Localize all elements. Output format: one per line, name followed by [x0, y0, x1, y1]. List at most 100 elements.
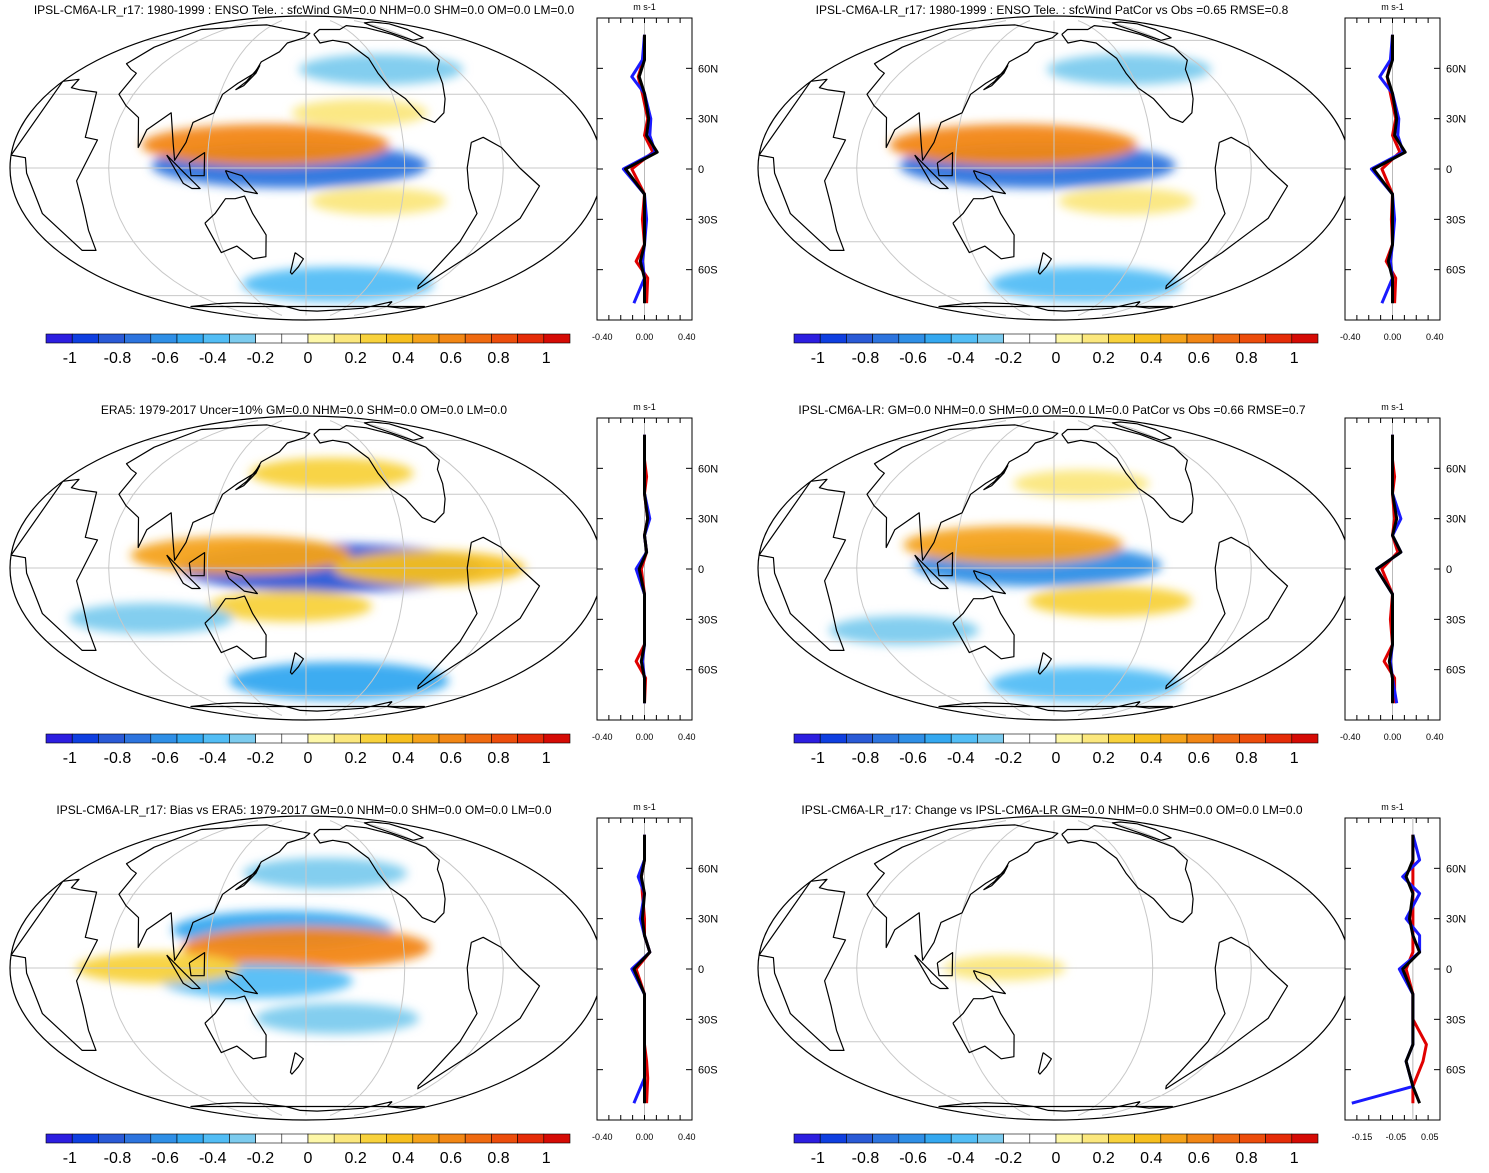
lat-tick-label: 30S [1446, 1014, 1466, 1026]
longitude-line [206, 820, 283, 1116]
panel-title: IPSL-CM6A-LR_r17: 1980-1999 : ENSO Tele.… [816, 3, 1289, 17]
colorbar-box [1160, 1133, 1188, 1144]
anomaly-patch [310, 187, 447, 215]
profile-series-black [1375, 434, 1403, 704]
coastline [972, 970, 1006, 995]
colorbar-label: 0.4 [392, 750, 414, 767]
colorbar-label: -0.2 [247, 350, 275, 367]
colorbar-box [176, 1133, 204, 1144]
colorbar-box [202, 333, 230, 344]
colorbar-label: 0 [1052, 350, 1061, 367]
colorbar-box [98, 1133, 125, 1144]
anomaly-patch [241, 266, 434, 302]
coastline [866, 24, 1059, 161]
profile-tick-label: 0.40 [678, 332, 696, 342]
colorbar-box [924, 733, 952, 744]
colorbar-box [98, 333, 125, 344]
panel-change: m s-1 60N 30N 0 30S 60S -0.15 -0.05 0.05 -1 -0.8 -0… [757, 802, 1466, 1167]
colorbar-box [1055, 1133, 1083, 1144]
colorbar-box [71, 1133, 99, 1144]
colorbar-box [1134, 733, 1162, 744]
colorbar-box [1003, 1133, 1031, 1144]
colorbar-label: 0.6 [440, 750, 462, 767]
colorbar-box [124, 733, 152, 744]
anomaly-patch [249, 457, 414, 489]
profile-units: m s-1 [633, 402, 656, 412]
coastline [10, 478, 99, 651]
colorbar-box [1134, 333, 1162, 344]
anomaly-patch [1013, 469, 1150, 498]
colorbar-label: -0.6 [899, 350, 927, 367]
colorbar-label: 0 [1052, 1150, 1061, 1167]
profile-tick-label: 0.00 [636, 732, 654, 742]
colorbar-box [846, 733, 873, 744]
colorbar-box [386, 1133, 414, 1144]
colorbar-box [360, 1133, 387, 1144]
coastline [417, 936, 541, 1090]
colorbar-box [229, 733, 256, 744]
profile-tick-label: -0.40 [1340, 332, 1361, 342]
colorbar-box [1239, 1133, 1266, 1144]
colorbar-label: -0.2 [995, 1150, 1023, 1167]
colorbar-box [98, 733, 125, 744]
panel-title: IPSL-CM6A-LR_r17: 1980-1999 : ENSO Tele.… [34, 3, 575, 17]
panel-title: IPSL-CM6A-LR_r17: Bias vs ERA5: 1979-201… [56, 803, 552, 817]
colorbar-box [977, 733, 1004, 744]
lat-tick-label: 30N [698, 514, 718, 526]
colorbar-box [438, 333, 466, 344]
coastline [10, 878, 99, 1051]
colorbar-label: -1 [63, 350, 77, 367]
colorbar-box [150, 1133, 178, 1144]
longitude-line [329, 820, 406, 1116]
colorbar-label: -0.8 [852, 750, 880, 767]
coastline [1061, 425, 1194, 523]
colorbar-box [846, 1133, 873, 1144]
anomaly-patch [1058, 187, 1195, 215]
anomaly-patch [1028, 585, 1193, 617]
colorbar-box [543, 333, 571, 344]
coastline [363, 821, 424, 841]
coastline [914, 154, 949, 190]
colorbar-label: -0.4 [947, 1150, 975, 1167]
colorbar-box [202, 1133, 230, 1144]
colorbar-label: -0.2 [995, 350, 1023, 367]
colorbar-box [412, 333, 440, 344]
colorbar-box [71, 733, 99, 744]
anomaly-patch [291, 99, 428, 127]
coastline [313, 25, 446, 123]
colorbar-label: -1 [811, 350, 825, 367]
longitude-line [329, 420, 406, 716]
colorbar-box [819, 333, 847, 344]
longitude-line [856, 420, 1007, 716]
colorbar-label: 1 [542, 750, 551, 767]
lat-tick-label: 60N [698, 63, 718, 75]
colorbar-box [1291, 1133, 1319, 1144]
panel-title: ERA5: 1979-2017 Uncer=10% GM=0.0 NHM=0.0… [101, 403, 508, 417]
lat-tick-label: 60S [1446, 665, 1466, 677]
colorbar-label: -0.2 [247, 1150, 275, 1167]
colorbar-box [872, 1133, 900, 1144]
colorbar-box [1108, 733, 1135, 744]
lat-tick-label: 30S [698, 214, 718, 226]
coastline [938, 301, 1173, 312]
colorbar-label: -0.2 [247, 750, 275, 767]
coastline [289, 1052, 304, 1075]
colorbar-label: 0 [1052, 750, 1061, 767]
coastline [1061, 25, 1194, 123]
colorbar-label: 0.4 [1140, 350, 1162, 367]
colorbar-label: 0.2 [1093, 1150, 1115, 1167]
colorbar-box [924, 333, 952, 344]
colorbar-label: 0.2 [1093, 750, 1115, 767]
colorbar-box [1239, 333, 1266, 344]
lat-tick-label: 30S [1446, 614, 1466, 626]
lat-tick-label: 30N [698, 914, 718, 926]
colorbar-box [924, 1133, 952, 1144]
coastline [1165, 936, 1289, 1090]
colorbar-box [898, 333, 926, 344]
profile-tick-label: 0.40 [678, 1132, 696, 1142]
lat-tick-label: 60S [1446, 1065, 1466, 1077]
anomaly-patch [229, 661, 450, 700]
colorbar-box [1265, 733, 1293, 744]
colorbar-box [1186, 1133, 1214, 1144]
colorbar-box [1003, 733, 1031, 744]
